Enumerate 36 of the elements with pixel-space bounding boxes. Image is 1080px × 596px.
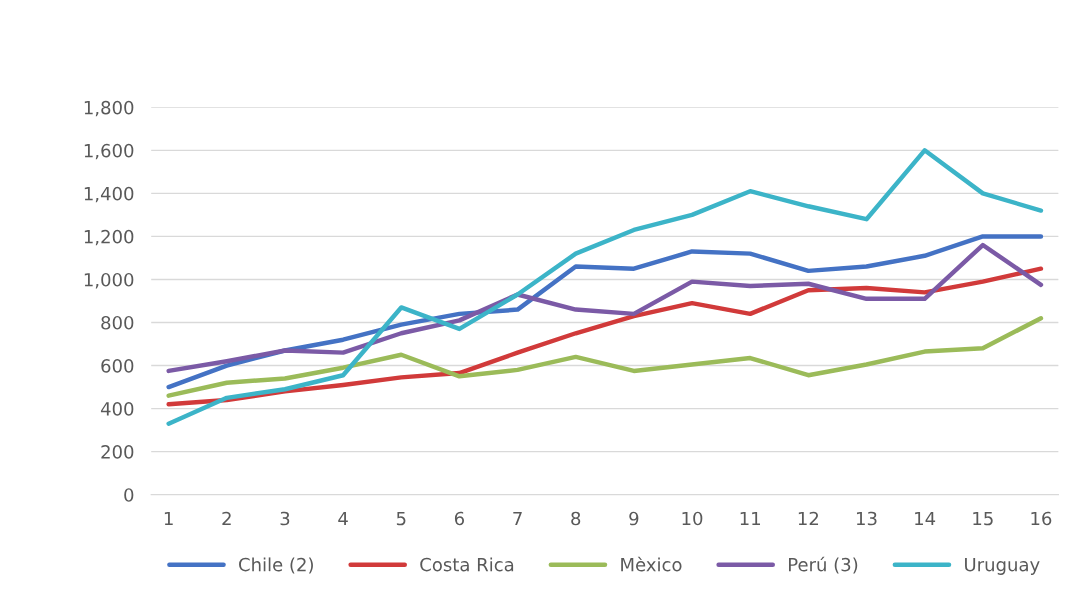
line-series [166, 242, 1044, 374]
x-tick-label: 7 [513, 511, 522, 526]
y-tick-label: 400 [100, 402, 134, 416]
x-tick-label: 14 [915, 511, 936, 526]
legend-label: Uruguay [965, 557, 1040, 575]
legend-label: Mèxico [621, 556, 682, 572]
x-tick-label: 2 [222, 511, 231, 526]
y-tick-label: 1,000 [84, 272, 134, 289]
x-tick-label: 3 [280, 511, 290, 526]
x-tick-label: 13 [856, 511, 877, 526]
legend-label: Costa Rica [420, 557, 514, 572]
x-tick-label: 8 [571, 511, 581, 526]
y-tick-label: 1,800 [84, 100, 134, 117]
x-tick-label: 15 [973, 511, 993, 526]
x-tick-label: 6 [454, 511, 465, 526]
y-tick-label: 1,600 [84, 143, 134, 160]
x-tick-label: 1 [164, 511, 173, 526]
legend-label: Perú (3) [789, 556, 858, 574]
y-tick-label: 200 [101, 445, 134, 459]
x-tick-label: 11 [740, 511, 760, 526]
line-series [166, 148, 1044, 426]
y-tick-label: 0 [124, 488, 134, 502]
x-tick-label: 4 [338, 511, 348, 526]
x-tick-label: 5 [396, 511, 406, 526]
x-tick-label: 12 [798, 511, 819, 526]
x-tick-label: 10 [682, 511, 703, 526]
line-series [166, 315, 1044, 398]
y-tick-label: 600 [101, 359, 134, 373]
y-tick-label: 1,400 [84, 186, 134, 203]
x-tick-label: 9 [629, 511, 639, 526]
line-series [166, 266, 1044, 407]
y-tick-label: 800 [101, 315, 134, 330]
x-tick-label: 16 [1031, 511, 1052, 526]
y-tick-label: 1,200 [84, 229, 134, 246]
legend-label: Chile (2) [239, 557, 313, 574]
line-series [166, 234, 1044, 390]
